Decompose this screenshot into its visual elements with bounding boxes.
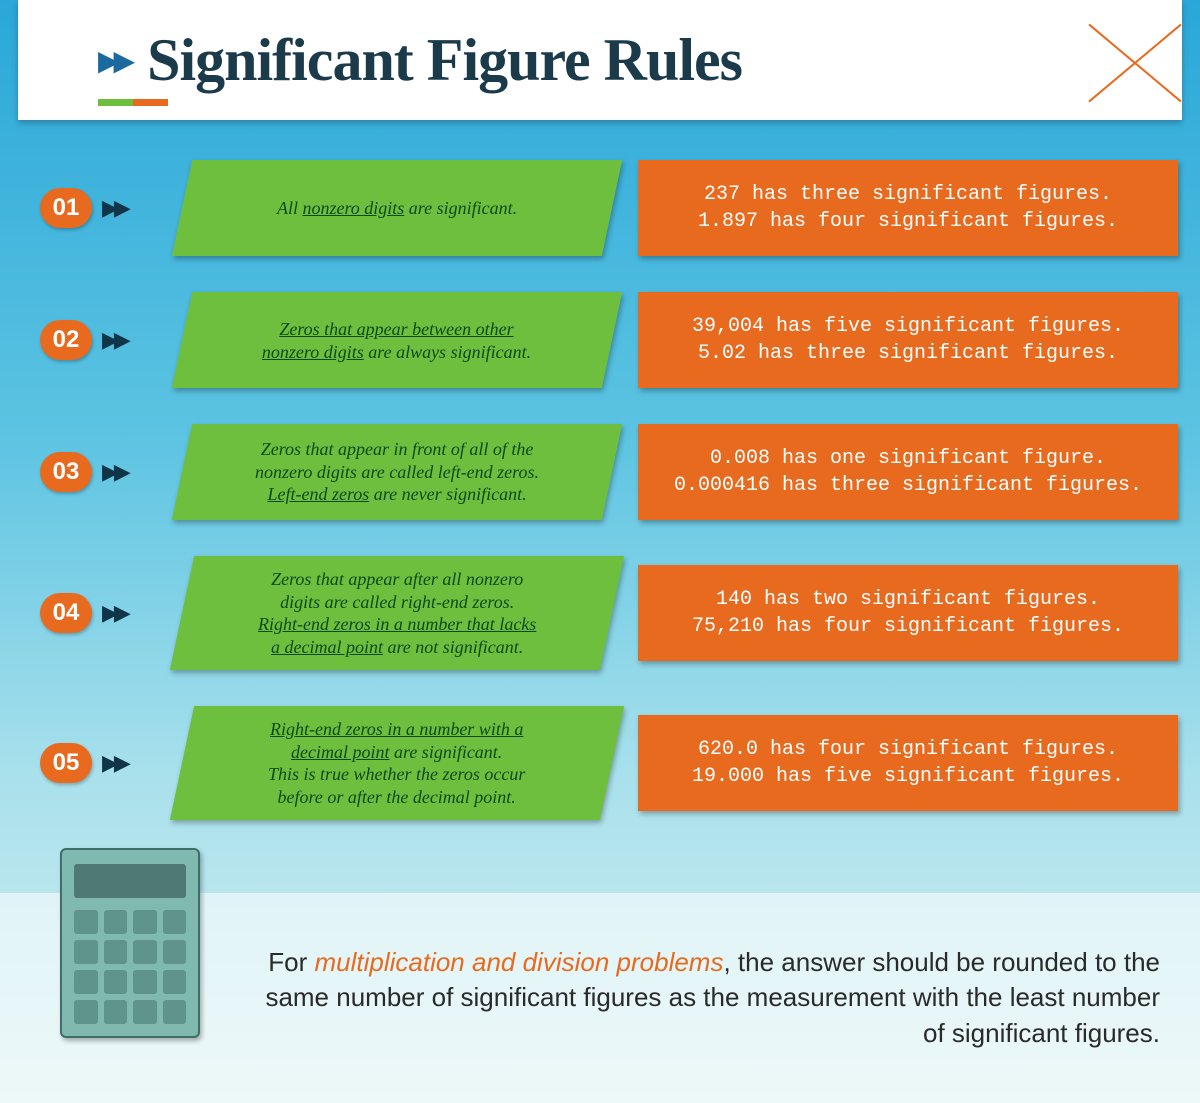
chevron-icon: ▶▶ bbox=[102, 195, 126, 221]
title-chevron-icon: ▶▶ bbox=[98, 44, 129, 77]
rule-text: Zeros that appear in front of all of the… bbox=[255, 438, 539, 506]
accent-underline bbox=[98, 99, 168, 106]
example-box: 237 has three significant figures.1.897 … bbox=[638, 160, 1178, 256]
calculator-icon bbox=[60, 848, 200, 1038]
chevron-icon: ▶▶ bbox=[102, 327, 126, 353]
example-text: 0.008 has one significant figure.0.00041… bbox=[674, 445, 1142, 499]
example-text: 140 has two significant figures.75,210 h… bbox=[692, 586, 1124, 640]
rule-row: 05 ▶▶ Right-end zeros in a number with ade… bbox=[22, 706, 1178, 820]
example-text: 620.0 has four significant figures.19.00… bbox=[692, 736, 1124, 790]
rule-row: 04 ▶▶ Zeros that appear after all nonzerod… bbox=[22, 556, 1178, 670]
rules-list: 01 ▶▶ All nonzero digits are significant. 2… bbox=[0, 120, 1200, 820]
example-text: 237 has three significant figures.1.897 … bbox=[698, 181, 1118, 235]
rule-text: Right-end zeros in a number with adecima… bbox=[268, 718, 525, 808]
rule-text: Zeros that appear between othernonzero d… bbox=[262, 318, 531, 363]
example-box: 140 has two significant figures.75,210 h… bbox=[638, 565, 1178, 661]
rule-box: Zeros that appear after all nonzerodigit… bbox=[170, 556, 624, 670]
example-text: 39,004 has five significant figures.5.02… bbox=[692, 313, 1124, 367]
rule-number-badge: 03 bbox=[40, 452, 92, 492]
chevron-icon: ▶▶ bbox=[102, 600, 126, 626]
rule-box: Zeros that appear between othernonzero d… bbox=[172, 292, 622, 388]
footer-bar: For multiplication and division problems… bbox=[0, 893, 1200, 1103]
example-box: 0.008 has one significant figure.0.00041… bbox=[638, 424, 1178, 520]
corner-x-icon bbox=[1080, 8, 1190, 118]
chevron-icon: ▶▶ bbox=[102, 459, 126, 485]
badge-wrap: 03 ▶▶ bbox=[22, 452, 182, 492]
rule-number-badge: 04 bbox=[40, 593, 92, 633]
rule-number-badge: 01 bbox=[40, 188, 92, 228]
rule-number-badge: 02 bbox=[40, 320, 92, 360]
title-bar: ▶▶ Significant Figure Rules bbox=[18, 0, 1182, 120]
badge-wrap: 04 ▶▶ bbox=[22, 593, 182, 633]
rule-box: All nonzero digits are significant. bbox=[172, 160, 622, 256]
badge-wrap: 05 ▶▶ bbox=[22, 743, 182, 783]
footer-text: For multiplication and division problems… bbox=[200, 945, 1160, 1050]
page-title: Significant Figure Rules bbox=[147, 26, 742, 95]
example-box: 39,004 has five significant figures.5.02… bbox=[638, 292, 1178, 388]
rule-number-badge: 05 bbox=[40, 743, 92, 783]
rule-row: 03 ▶▶ Zeros that appear in front of all of… bbox=[22, 424, 1178, 520]
rule-row: 01 ▶▶ All nonzero digits are significant. 2… bbox=[22, 160, 1178, 256]
example-box: 620.0 has four significant figures.19.00… bbox=[638, 715, 1178, 811]
rule-text: Zeros that appear after all nonzerodigit… bbox=[258, 568, 536, 658]
badge-wrap: 01 ▶▶ bbox=[22, 188, 182, 228]
rule-box: Right-end zeros in a number with adecima… bbox=[170, 706, 624, 820]
chevron-icon: ▶▶ bbox=[102, 750, 126, 776]
rule-text: All nonzero digits are significant. bbox=[277, 197, 517, 220]
badge-wrap: 02 ▶▶ bbox=[22, 320, 182, 360]
rule-row: 02 ▶▶ Zeros that appear between othernonze… bbox=[22, 292, 1178, 388]
rule-box: Zeros that appear in front of all of the… bbox=[172, 424, 622, 520]
